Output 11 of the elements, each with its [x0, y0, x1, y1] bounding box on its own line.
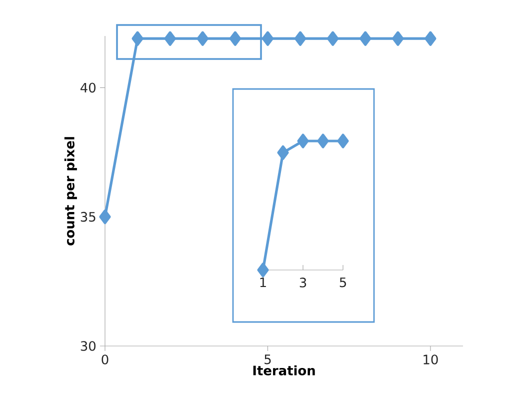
x-tick-label: 10	[424, 354, 438, 364]
y-axis-title: count per pixel	[64, 137, 77, 246]
x-tick-label: 3	[300, 278, 306, 288]
x-tick-label: 5	[264, 354, 271, 364]
x-tick-label: 5	[340, 278, 346, 288]
y-tick-label: 40	[80, 82, 96, 93]
y-tick-label: 30	[80, 341, 96, 351]
x-tick-label: 0	[102, 354, 108, 364]
y-tick-label: 35	[80, 212, 96, 222]
x-axis-title: Iteration	[253, 365, 315, 376]
x-tick-label: 1	[260, 278, 266, 288]
